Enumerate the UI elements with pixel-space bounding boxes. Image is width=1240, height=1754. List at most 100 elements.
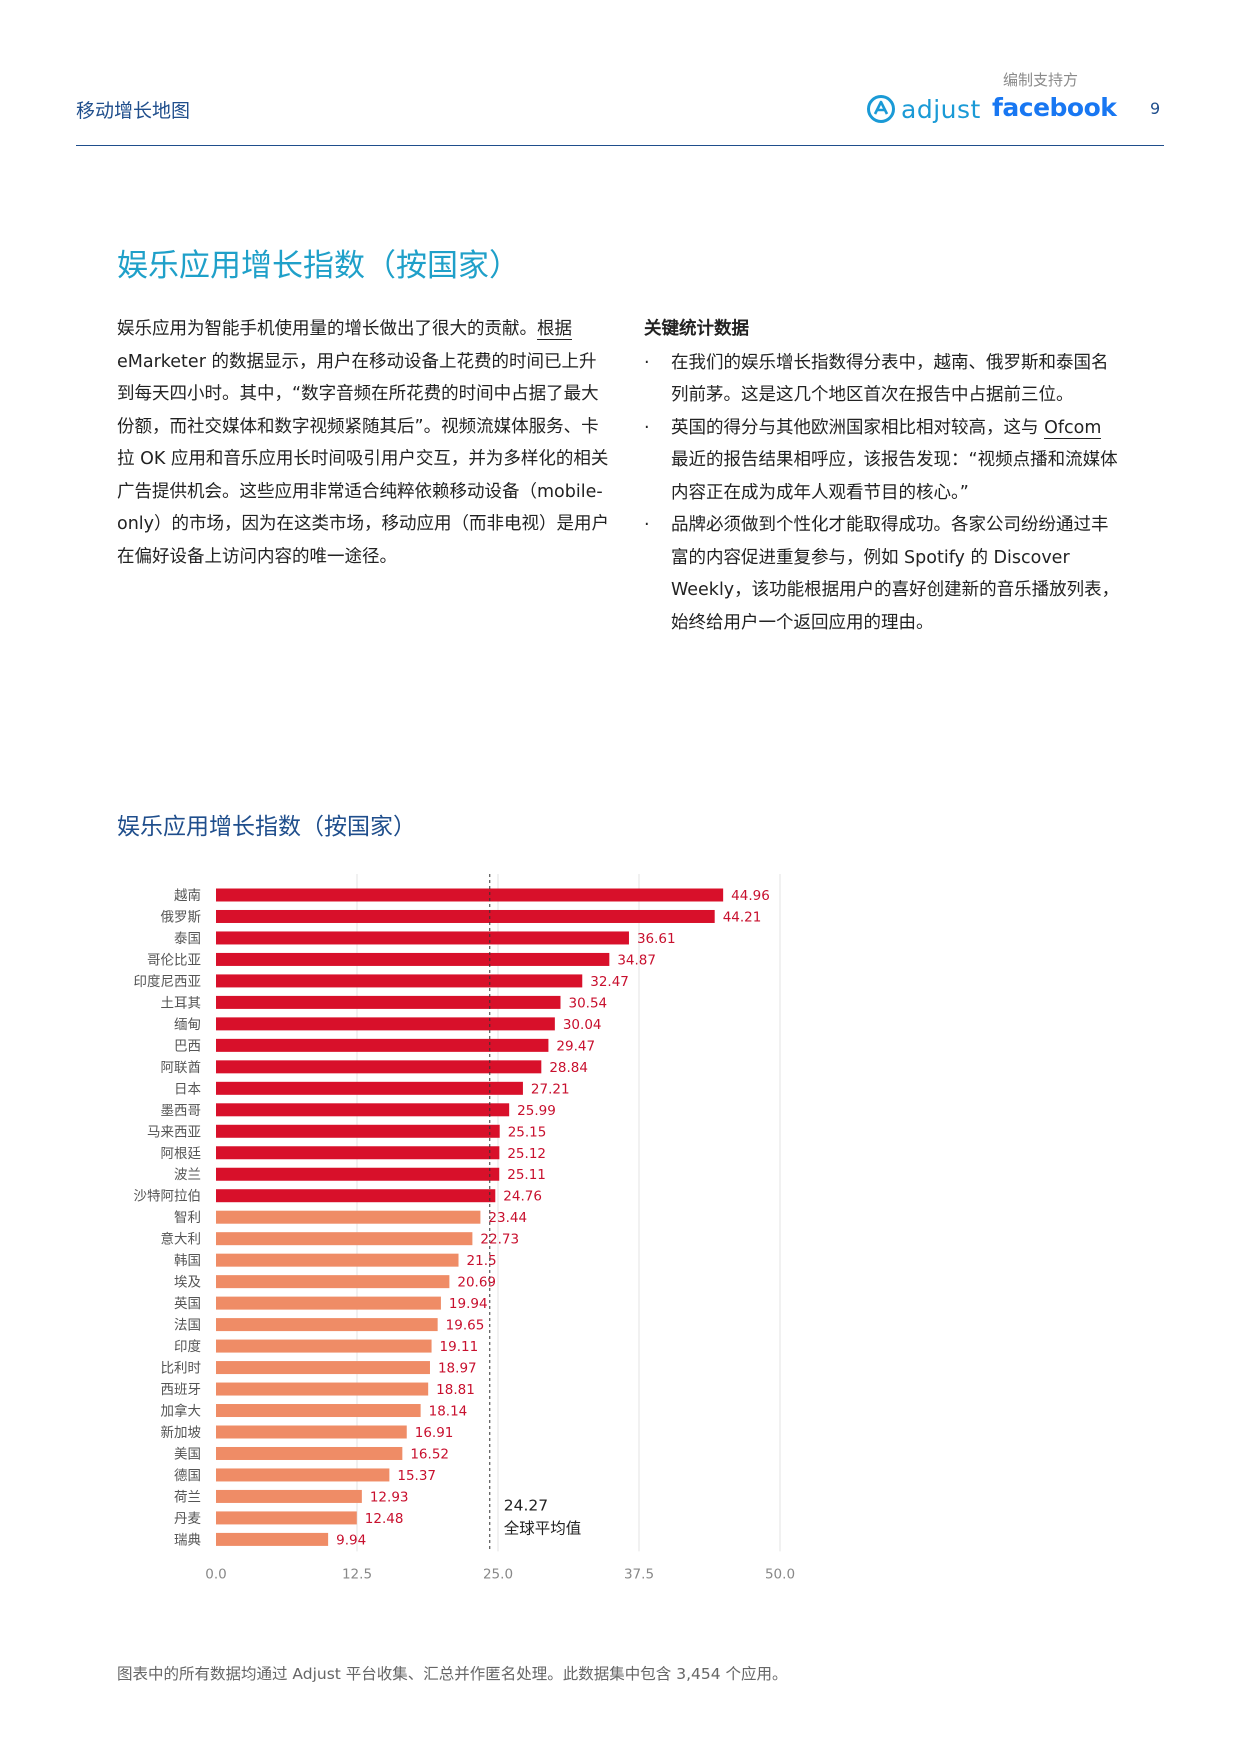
category-label: 阿根廷 <box>161 1146 202 1162</box>
intro-text-1: 娱乐应用为智能手机使用量的增长做出了很大的贡献。 <box>117 319 537 339</box>
average-label: 全球平均值 <box>504 1519 582 1537</box>
category-label: 瑞典 <box>174 1532 201 1548</box>
value-label: 12.48 <box>365 1511 404 1527</box>
bar <box>216 1060 542 1074</box>
bar <box>216 1017 555 1031</box>
category-label: 埃及 <box>174 1275 201 1291</box>
section-title: 娱乐应用增长指数（按国家） <box>117 248 520 284</box>
bar <box>216 952 610 966</box>
bar <box>216 1189 496 1203</box>
value-label: 19.11 <box>440 1339 479 1355</box>
sponsor-label: 编制支持方 <box>1003 71 1079 89</box>
page-number: 9 <box>1150 99 1161 118</box>
category-label: 英国 <box>174 1295 201 1312</box>
category-label: 泰国 <box>174 931 201 947</box>
value-label: 27.21 <box>531 1081 570 1097</box>
category-label: 波兰 <box>174 1167 201 1183</box>
category-label: 印度尼西亚 <box>134 974 202 990</box>
category-label: 阿联酋 <box>161 1059 202 1076</box>
list-item: · 英国的得分与其他欧洲国家相比相对较高，这与 Ofcom 最近的报告结果相呼应，… <box>644 412 1124 510</box>
list-item-text: 在我们的娱乐增长指数得分表中，越南、俄罗斯和泰国名列前茅。这是这几个地区首次在报… <box>671 352 1109 406</box>
bar <box>216 1468 390 1482</box>
category-label: 巴西 <box>174 1038 201 1054</box>
value-label: 25.15 <box>508 1124 547 1140</box>
bar <box>216 1146 500 1160</box>
value-label: 44.96 <box>731 888 770 904</box>
bar <box>216 1232 473 1246</box>
bar <box>216 1425 407 1439</box>
bar <box>216 1404 421 1418</box>
header-divider <box>76 145 1164 146</box>
key-stats-heading: 关键统计数据 <box>644 319 749 339</box>
bullet-icon: · <box>644 352 650 373</box>
category-label: 新加坡 <box>161 1425 202 1441</box>
ofcom-link[interactable]: Ofcom <box>1044 417 1102 439</box>
document-title: 移动增长地图 <box>76 100 191 122</box>
adjust-logo-icon <box>867 95 895 123</box>
x-tick-label: 50.0 <box>765 1566 795 1582</box>
intro-text-2: eMarketer 的数据显示，用户在移动设备上花费的时间已上升到每天四小时。其… <box>117 351 610 567</box>
category-label: 韩国 <box>174 1253 201 1269</box>
list-item: · 品牌必须做到个性化才能取得成功。各家公司纷纷通过丰富的内容促进重复参与，例如 … <box>644 509 1124 639</box>
value-label: 24.76 <box>503 1189 542 1205</box>
x-tick-label: 0.0 <box>205 1566 226 1582</box>
value-label: 32.47 <box>590 974 629 990</box>
value-label: 25.11 <box>507 1167 546 1183</box>
bar <box>216 909 715 923</box>
value-label: 18.97 <box>438 1361 477 1377</box>
bar <box>216 995 561 1009</box>
bar <box>216 1446 403 1460</box>
bar <box>216 1081 523 1095</box>
source-link[interactable]: 根据 <box>537 319 572 340</box>
value-label: 12.93 <box>370 1489 409 1505</box>
value-label: 34.87 <box>617 952 656 968</box>
category-label: 加拿大 <box>161 1403 202 1420</box>
adjust-logo-text: adjust <box>901 94 981 124</box>
value-label: 25.12 <box>507 1146 546 1162</box>
bullet-icon: · <box>644 515 650 535</box>
category-label: 沙特阿拉伯 <box>134 1189 202 1205</box>
key-stats-list: · 在我们的娱乐增长指数得分表中，越南、俄罗斯和泰国名列前茅。这是这几个地区首次在… <box>644 347 1124 640</box>
category-label: 比利时 <box>161 1361 202 1377</box>
bar <box>216 1167 500 1181</box>
category-label: 印度 <box>174 1339 201 1355</box>
value-label: 22.73 <box>480 1232 519 1248</box>
value-label: 30.54 <box>568 995 607 1011</box>
value-label: 18.14 <box>429 1404 468 1420</box>
category-label: 德国 <box>174 1468 201 1484</box>
value-label: 29.47 <box>556 1038 595 1054</box>
category-label: 缅甸 <box>174 1017 201 1033</box>
value-label: 18.81 <box>436 1382 475 1398</box>
x-tick-label: 12.5 <box>342 1566 372 1582</box>
list-item: · 在我们的娱乐增长指数得分表中，越南、俄罗斯和泰国名列前茅。这是这几个地区首次在… <box>644 347 1124 412</box>
bar <box>216 931 629 945</box>
bar <box>216 1124 500 1138</box>
category-label: 哥伦比亚 <box>147 952 201 968</box>
value-label: 19.94 <box>449 1296 488 1312</box>
average-value-label: 24.27 <box>504 1496 548 1514</box>
bar <box>216 1038 549 1052</box>
adjust-logo: adjust <box>866 92 981 126</box>
bar-chart: 0.0 12.5 25.0 37.5 50.0 越南 44.96 俄罗斯 44.21 泰国 36.6… <box>134 874 795 1582</box>
value-label: 20.69 <box>457 1275 496 1291</box>
list-item-text: 最近的报告结果相呼应，该报告发现：“视频点播和流媒体内容正在成为成年人观看节目的… <box>671 450 1118 503</box>
bar <box>216 1489 362 1503</box>
bar <box>216 1253 459 1267</box>
facebook-logo: facebook <box>992 93 1117 122</box>
bullet-icon: · <box>644 417 650 438</box>
bar <box>216 1532 329 1546</box>
key-stats: 关键统计数据 · 在我们的娱乐增长指数得分表中，越南、俄罗斯和泰国名列前茅。这是这… <box>644 313 1124 639</box>
bar <box>216 1361 430 1375</box>
bar <box>216 1296 441 1310</box>
category-label: 越南 <box>174 888 201 904</box>
footnote: 图表中的所有数据均通过 Adjust 平台收集、汇总并作匿名处理。此数据集中包含… <box>117 1665 788 1683</box>
value-label: 15.37 <box>397 1468 436 1484</box>
category-label: 意大利 <box>161 1231 202 1248</box>
category-label: 荷兰 <box>174 1489 201 1505</box>
category-label: 俄罗斯 <box>161 909 202 925</box>
category-label: 西班牙 <box>161 1382 202 1398</box>
category-label: 美国 <box>174 1446 201 1462</box>
value-label: 30.04 <box>563 1017 602 1033</box>
bar <box>216 1210 481 1224</box>
bar <box>216 1339 432 1353</box>
